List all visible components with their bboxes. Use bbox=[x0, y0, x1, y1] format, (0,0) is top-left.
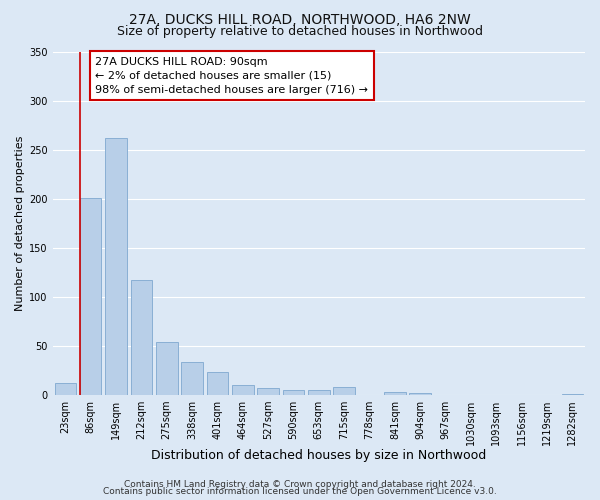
Bar bbox=[131, 280, 152, 395]
Bar bbox=[181, 362, 203, 395]
Bar bbox=[257, 388, 279, 395]
Text: Size of property relative to detached houses in Northwood: Size of property relative to detached ho… bbox=[117, 25, 483, 38]
Text: 27A, DUCKS HILL ROAD, NORTHWOOD, HA6 2NW: 27A, DUCKS HILL ROAD, NORTHWOOD, HA6 2NW bbox=[129, 12, 471, 26]
Bar bbox=[206, 372, 228, 395]
Bar bbox=[334, 387, 355, 395]
Bar bbox=[283, 390, 304, 395]
Text: Contains public sector information licensed under the Open Government Licence v3: Contains public sector information licen… bbox=[103, 488, 497, 496]
Bar bbox=[232, 385, 254, 395]
Bar bbox=[55, 383, 76, 395]
Y-axis label: Number of detached properties: Number of detached properties bbox=[15, 136, 25, 311]
Bar bbox=[409, 393, 431, 395]
Bar bbox=[308, 390, 329, 395]
Bar bbox=[562, 394, 583, 395]
X-axis label: Distribution of detached houses by size in Northwood: Distribution of detached houses by size … bbox=[151, 450, 487, 462]
Text: Contains HM Land Registry data © Crown copyright and database right 2024.: Contains HM Land Registry data © Crown c… bbox=[124, 480, 476, 489]
Bar bbox=[156, 342, 178, 395]
Bar bbox=[105, 138, 127, 395]
Text: 27A DUCKS HILL ROAD: 90sqm
← 2% of detached houses are smaller (15)
98% of semi-: 27A DUCKS HILL ROAD: 90sqm ← 2% of detac… bbox=[95, 56, 368, 94]
Bar bbox=[80, 198, 101, 395]
Bar bbox=[384, 392, 406, 395]
